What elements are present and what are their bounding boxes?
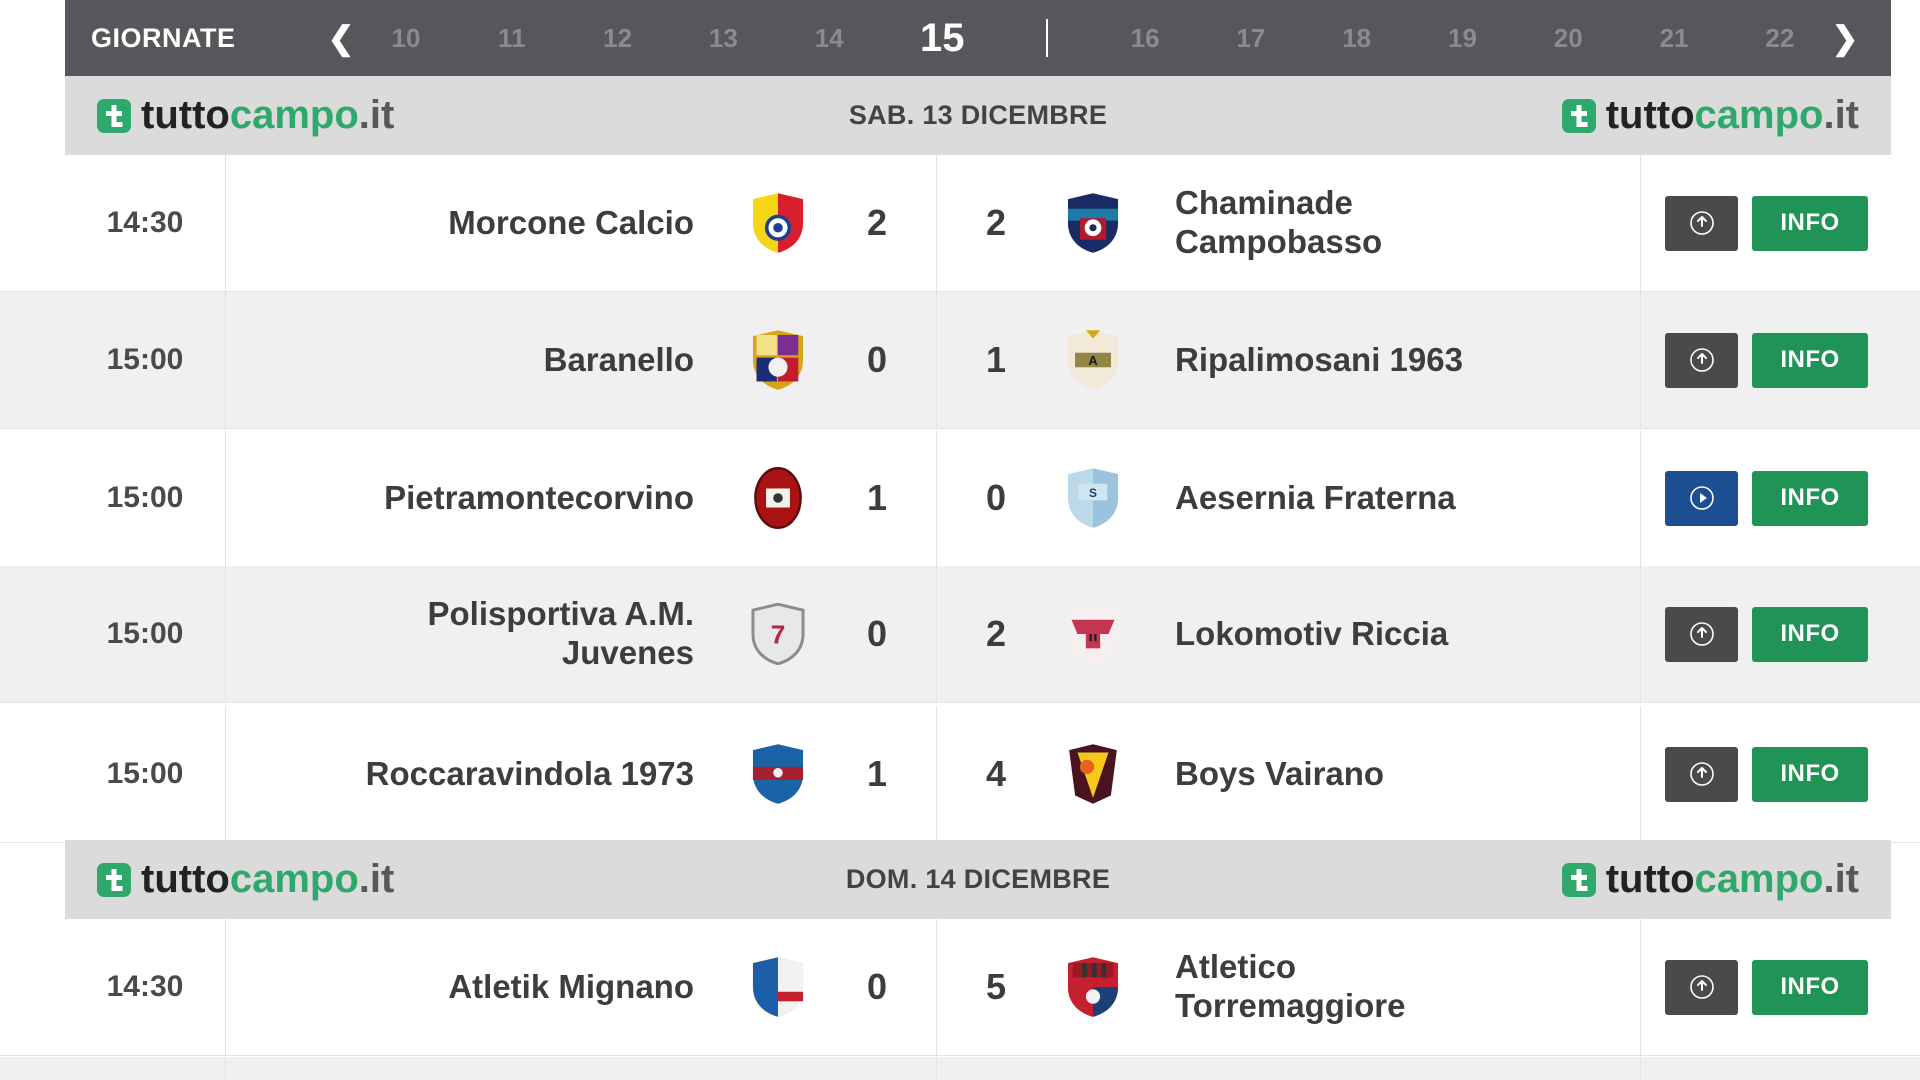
svg-text:7: 7 — [771, 620, 786, 650]
svg-text:S: S — [1089, 486, 1097, 500]
svg-text:A: A — [1088, 353, 1098, 368]
